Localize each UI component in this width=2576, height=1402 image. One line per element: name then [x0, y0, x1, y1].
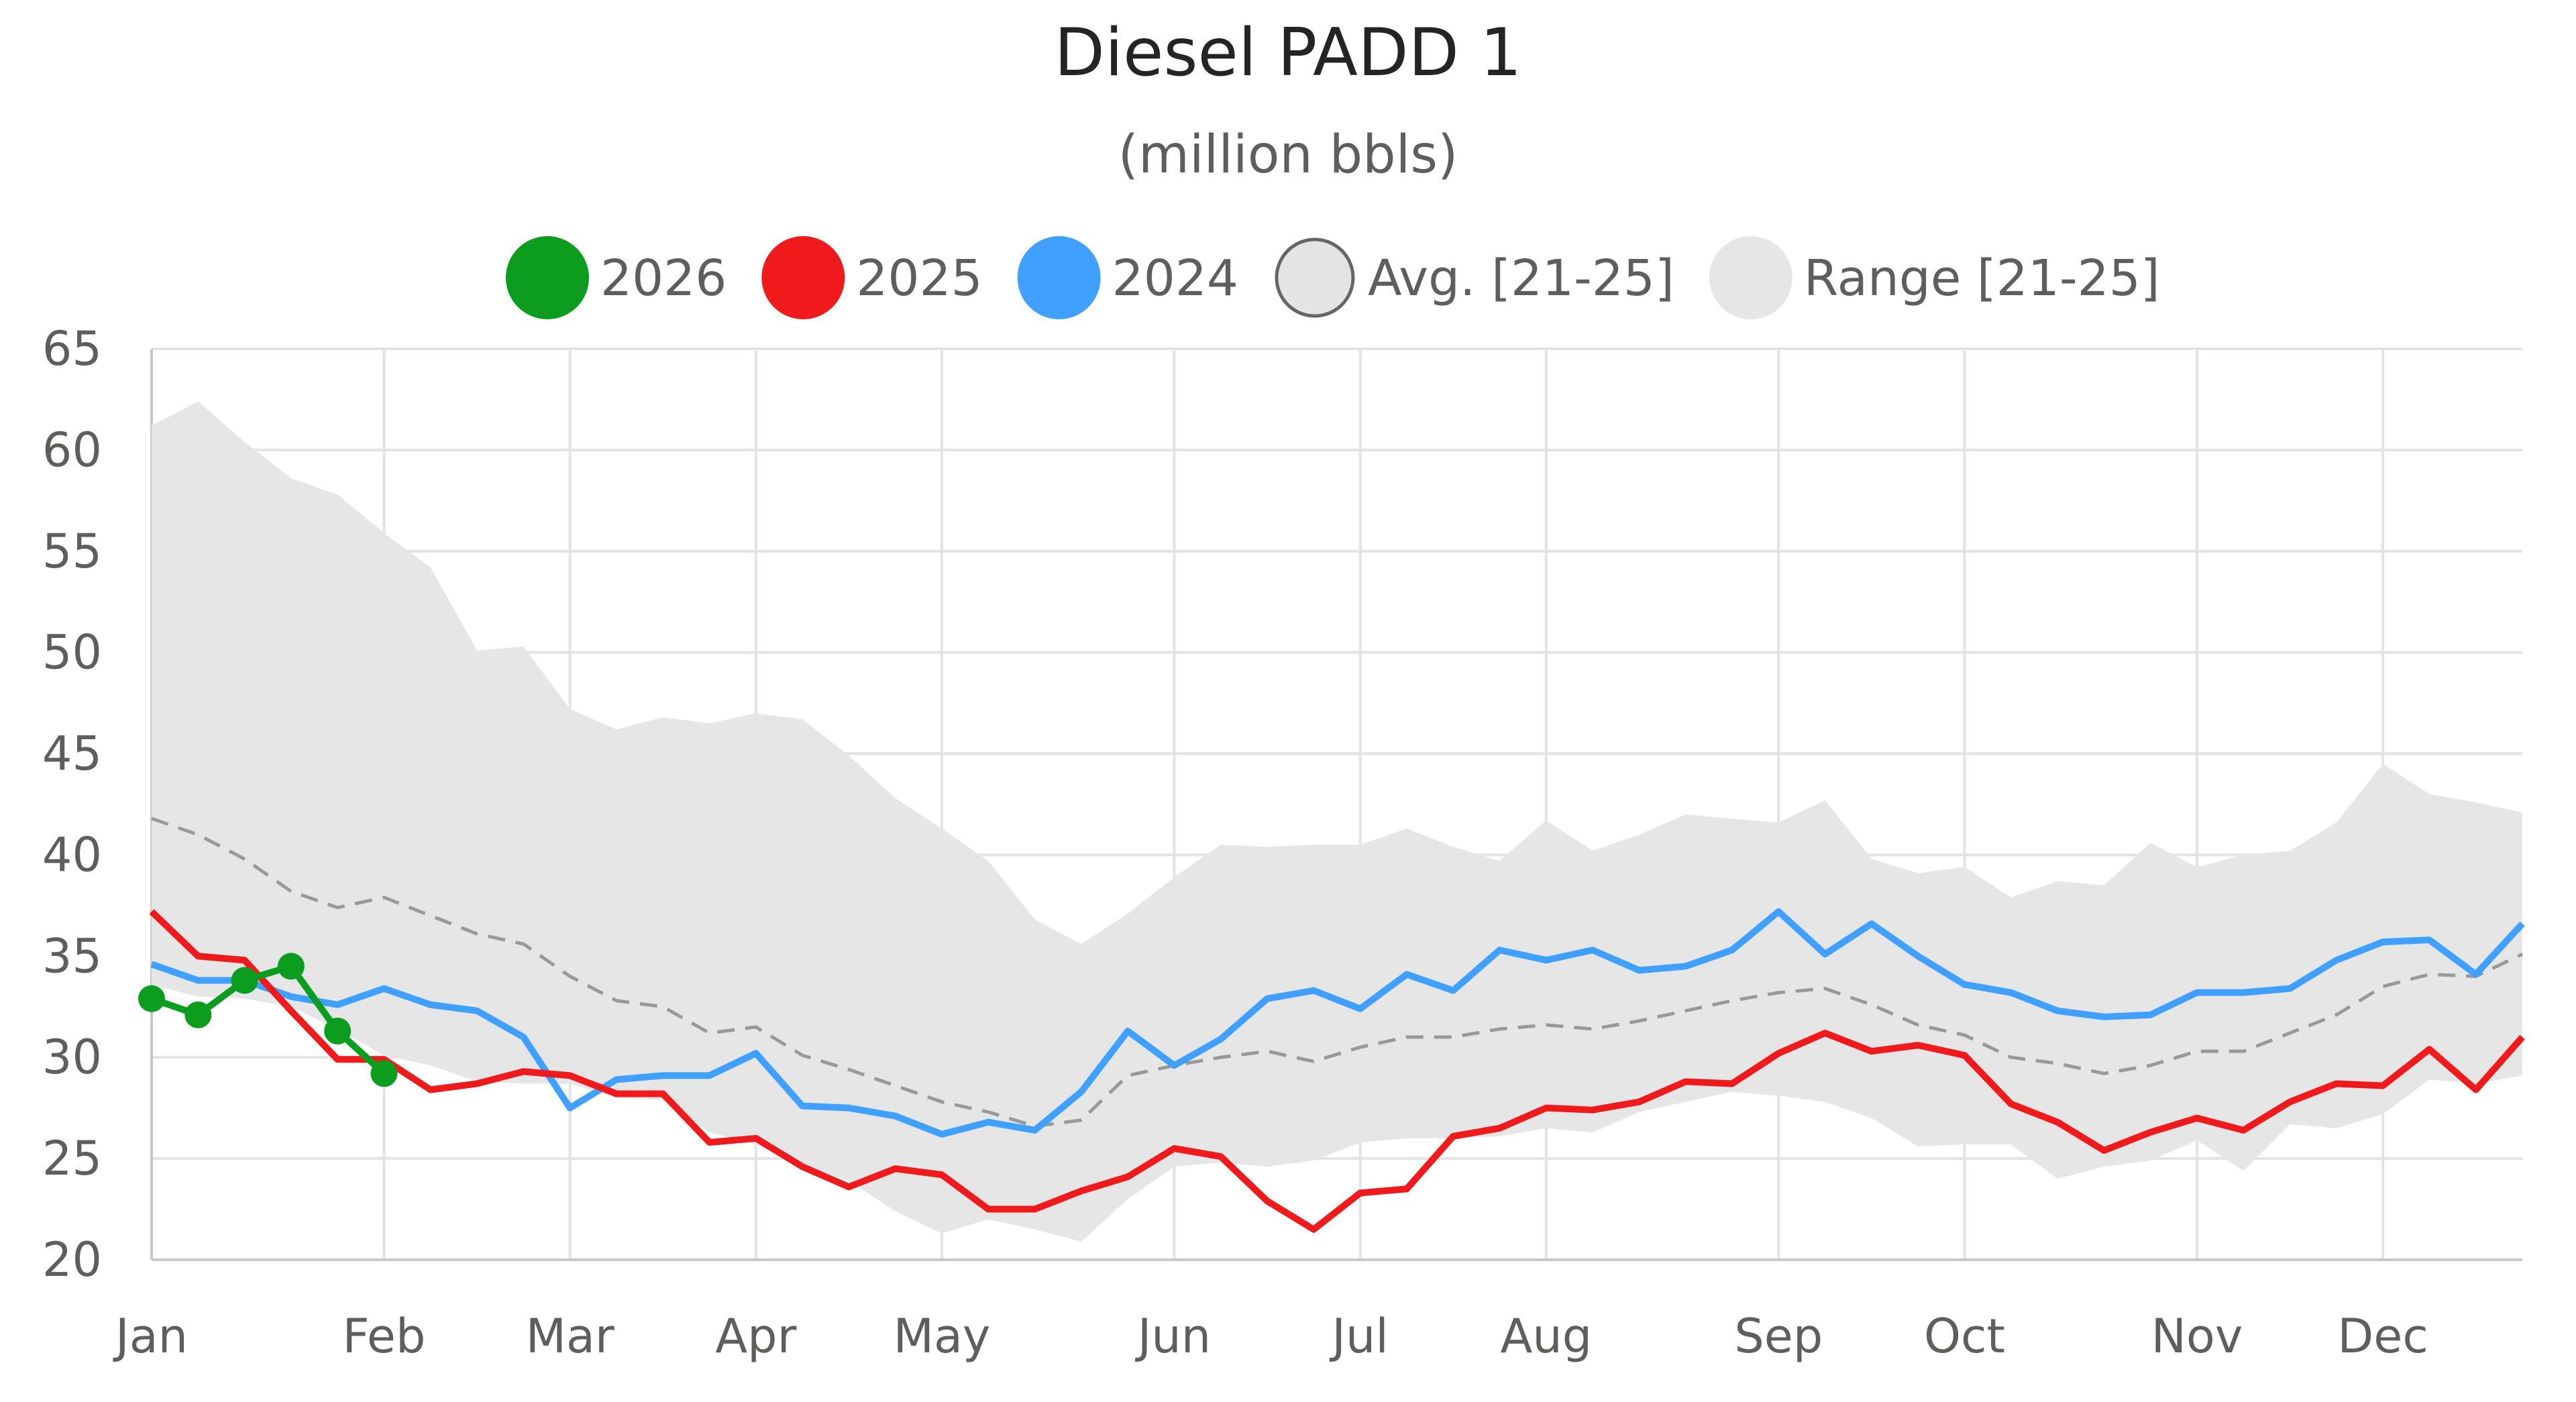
legend-label-range: Range [21-25]	[1804, 250, 2160, 307]
x-tick-label: Feb	[343, 1309, 426, 1364]
y-tick-label: 35	[42, 928, 102, 983]
x-tick-label: Jul	[1329, 1309, 1388, 1364]
series-2026-point	[231, 967, 258, 994]
x-axis: Jan Feb Mar Apr May Jun Jul Aug Sep Oct Nov Dec	[113, 1309, 2428, 1364]
series-2026-point	[277, 953, 305, 980]
y-tick-label: 60	[42, 423, 102, 478]
y-tick-label: 65	[42, 321, 102, 376]
x-tick-label: Sep	[1734, 1309, 1823, 1364]
series-2026-point	[138, 985, 165, 1012]
legend-label-s2024: 2024	[1112, 250, 1238, 307]
y-tick-label: 25	[42, 1131, 102, 1186]
y-tick-label: 50	[42, 625, 102, 680]
plot-area	[138, 401, 2525, 1242]
series-2026-point	[324, 1017, 352, 1044]
legend-label-s2025: 2025	[856, 250, 982, 307]
y-tick-label: 20	[42, 1232, 102, 1287]
x-tick-label: Jun	[1135, 1309, 1211, 1364]
series-2026-point	[184, 1001, 212, 1028]
series-avg-line	[151, 816, 2524, 1128]
series-2025-line	[149, 909, 2525, 1233]
x-tick-label: May	[894, 1309, 991, 1364]
x-tick-label: Dec	[2337, 1309, 2428, 1364]
chart-title: Diesel PADD 1	[1054, 15, 1521, 91]
legend-marker-range	[1709, 236, 1792, 319]
legend-marker-s2024	[1017, 236, 1101, 319]
y-tick-label: 40	[42, 827, 102, 882]
x-tick-label: Oct	[1924, 1309, 2005, 1364]
x-tick-label: Mar	[526, 1309, 614, 1364]
legend-marker-s2025	[761, 236, 845, 319]
chart-subtitle: (million bbls)	[1118, 125, 1458, 185]
y-tick-label: 30	[42, 1030, 102, 1085]
legend-marker-avg	[1275, 237, 1355, 318]
legend-label-s2026: 2026	[600, 250, 727, 307]
legend-marker-s2026	[506, 236, 589, 319]
x-tick-label: Aug	[1500, 1309, 1592, 1364]
y-tick-label: 55	[42, 524, 102, 579]
range-band	[152, 401, 2522, 1242]
x-tick-label: Jan	[113, 1309, 188, 1364]
x-tick-label: Apr	[715, 1309, 796, 1364]
legend: 2026 2025 2024 Avg. [21-25] Range [21-25]	[506, 236, 2160, 319]
series-2026-point	[370, 1060, 398, 1087]
y-tick-label: 45	[42, 726, 102, 781]
y-axis: 20 25 30 35 40 45 50 55 60 65	[42, 321, 102, 1287]
x-tick-label: Nov	[2151, 1309, 2243, 1364]
legend-label-avg: Avg. [21-25]	[1368, 250, 1674, 307]
